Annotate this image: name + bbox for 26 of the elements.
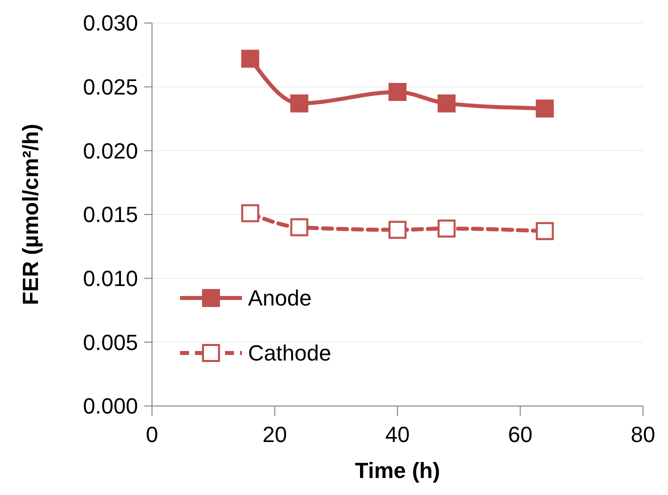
point	[388, 220, 406, 239]
x-axis-title: Time (h)	[354, 458, 440, 483]
y-tick-label: 0.000	[82, 394, 138, 419]
y-tick-label: 0.030	[82, 10, 138, 36]
x-tick-label: 80	[630, 422, 656, 447]
x-tick-label: 0	[146, 422, 158, 447]
y-tick-label: 0.025	[82, 74, 138, 100]
point	[438, 94, 456, 112]
point	[241, 50, 260, 68]
legend-label: Anode	[248, 286, 312, 311]
point	[438, 220, 456, 238]
point	[290, 218, 308, 236]
y-tick-label: 0.020	[82, 138, 138, 164]
y-tick-label: 0.010	[82, 266, 138, 292]
x-tick-label: 40	[385, 422, 410, 447]
x-tick-label: 20	[262, 422, 287, 447]
y-tick-label: 0.005	[82, 330, 138, 355]
y-tick-label: 0.015	[82, 202, 138, 228]
x-tick-label: 60	[508, 422, 532, 447]
point	[241, 204, 260, 222]
legend-label: Cathode	[248, 340, 332, 366]
point	[388, 82, 406, 101]
point	[536, 100, 554, 118]
point	[290, 94, 308, 112]
point	[536, 222, 554, 240]
y-axis-title: FER (µmol/cm²/h)	[18, 124, 43, 306]
